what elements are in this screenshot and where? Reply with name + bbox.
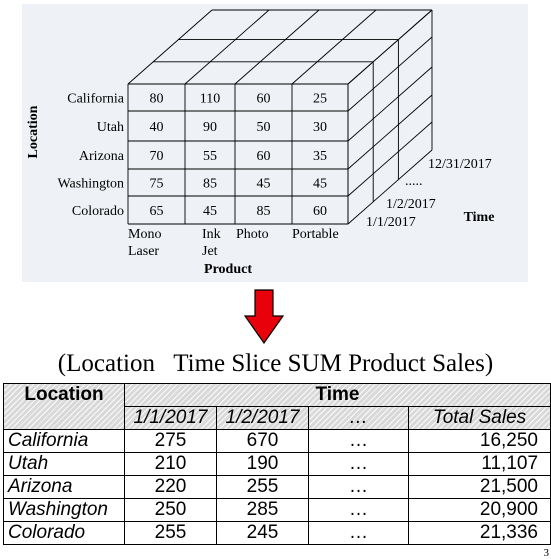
cube-edge: [347, 9, 433, 85]
table-header-row: Location Time: [3, 383, 551, 430]
cube-cell-value: 35: [313, 149, 327, 164]
row-total-sales: 21,336: [407, 521, 551, 545]
slice-result-table: Location Time 1/1/2017 1/2/2017 … Total …: [3, 383, 551, 545]
table-row: Arizona 220 255 … 21,500: [3, 475, 551, 499]
location-label: Colorado: [72, 204, 124, 219]
cube-cell-value: 65: [150, 204, 164, 219]
cube-cell-value: 60: [257, 92, 271, 107]
row-dots: …: [308, 521, 409, 545]
cube-cell-value: 40: [150, 120, 164, 135]
row-total-sales: 21,500: [407, 475, 551, 499]
product-label: Laser: [128, 244, 159, 259]
table-date-header-row: 1/1/2017 1/2/2017 … Total Sales: [4, 406, 551, 430]
row-dots: …: [308, 429, 409, 453]
axis-time-label: Time: [464, 210, 495, 225]
header-location: Location: [3, 383, 125, 430]
cube-cell-value: 25: [313, 92, 327, 107]
cube-cell-value: 90: [203, 120, 217, 135]
location-labels: California Utah Arizona Washington Colorado: [57, 92, 124, 220]
row-location: California: [3, 429, 125, 453]
table-row: Colorado 255 245 … 21,336: [3, 521, 551, 545]
row-date-1-value: 250: [124, 498, 217, 522]
cube-cell-value: 80: [150, 92, 164, 107]
cube-edge: [347, 121, 433, 197]
location-label: California: [67, 92, 125, 107]
row-date-2-value: 255: [216, 475, 309, 499]
cube-cell-value: 110: [200, 92, 220, 107]
row-date-1-value: 255: [124, 521, 217, 545]
row-total-sales: 11,107: [407, 452, 551, 476]
down-arrow-icon: [244, 289, 284, 345]
cube-cell-value: 30: [313, 120, 327, 135]
header-date-2: 1/2/2017: [216, 406, 309, 430]
cube-cell-value: 45: [257, 177, 271, 192]
cube-cell-value: 45: [203, 204, 217, 219]
time-label: .....: [405, 174, 423, 189]
product-label: Ink: [202, 227, 221, 242]
cube-edge: [347, 36, 433, 112]
row-date-1-value: 210: [124, 452, 217, 476]
cube-edge: [347, 149, 433, 225]
slice-title: (Location Time Slice SUM Product Sales): [57, 350, 494, 377]
row-dots: …: [308, 475, 409, 499]
axis-location-label: Location: [26, 105, 41, 158]
row-date-2-value: 670: [216, 429, 309, 453]
row-location: Colorado: [3, 521, 125, 545]
row-dots: …: [308, 452, 409, 476]
cube-cell-value: 60: [257, 149, 271, 164]
cube-edge: [291, 9, 377, 85]
cube-edge: [347, 66, 433, 142]
product-label: Photo: [236, 227, 269, 242]
row-location: Arizona: [3, 475, 125, 499]
cube-edge: [127, 9, 213, 85]
time-label: 12/31/2017: [428, 157, 492, 172]
location-label: Utah: [97, 120, 124, 135]
header-time: Time: [123, 383, 551, 407]
location-label: Arizona: [79, 149, 125, 164]
row-date-2-value: 245: [216, 521, 309, 545]
header-date-1: 1/1/2017: [124, 406, 217, 430]
table-row: Utah 210 190 … 11,107: [3, 452, 551, 476]
cube-cell-value: 50: [257, 120, 271, 135]
header-total-sales: Total Sales: [407, 406, 551, 430]
product-labels: Mono Laser Ink Jet Photo Portable: [128, 227, 339, 259]
product-label: Portable: [292, 227, 339, 242]
row-location: Utah: [3, 452, 125, 476]
cube-cell-value: 85: [203, 177, 217, 192]
cube-cell-values: 80 110 60 25 40 90 50 30 70 55 60 35 75 85 45 45 65 45 85 6…: [150, 92, 328, 220]
row-total-sales: 20,900: [407, 498, 551, 522]
row-date-2-value: 285: [216, 498, 309, 522]
page-number: 3: [543, 547, 550, 559]
row-dots: …: [308, 498, 409, 522]
row-location: Washington: [3, 498, 125, 522]
cube-wireframe: [127, 9, 433, 225]
product-label: Mono: [128, 227, 161, 242]
time-label: 1/1/2017: [366, 215, 416, 230]
cube-cell-value: 75: [150, 177, 164, 192]
cube-edge: [184, 9, 270, 85]
row-date-1-value: 275: [124, 429, 217, 453]
header-dots: …: [308, 406, 409, 430]
time-labels: 12/31/2017..... 1/2/2017 1/1/2017: [366, 157, 492, 230]
cube-edge: [234, 9, 320, 85]
cube-cell-value: 85: [257, 204, 271, 219]
cube-edge: [347, 94, 433, 170]
table-row: California 275 670 … 16,250: [3, 429, 551, 453]
row-date-1-value: 220: [124, 475, 217, 499]
time-label: 1/2/2017: [386, 197, 436, 212]
cube-cell-value: 55: [203, 149, 217, 164]
cube-cell-value: 60: [313, 204, 327, 219]
axis-product-label: Product: [204, 262, 252, 277]
row-total-sales: 16,250: [407, 429, 551, 453]
olap-cube: 80 110 60 25 40 90 50 30 70 55 60 35 75 85 45 45 65 45 85 6…: [26, 9, 495, 277]
cube-cell-value: 70: [150, 149, 164, 164]
row-date-2-value: 190: [216, 452, 309, 476]
cube-diagram-panel: 80 110 60 25 40 90 50 30 70 55 60 35 75 85 45 45 65 45 85 6…: [22, 4, 528, 282]
table-row: Washington 250 285 … 20,900: [3, 498, 551, 522]
cube-cell-value: 45: [313, 177, 327, 192]
location-label: Washington: [57, 177, 124, 192]
product-label: Jet: [202, 244, 218, 259]
